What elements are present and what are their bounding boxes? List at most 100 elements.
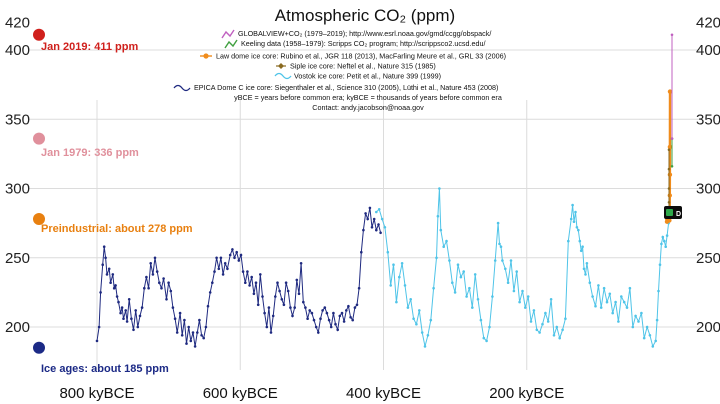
- data-point: [476, 298, 480, 301]
- data-point: [187, 325, 190, 329]
- legend-swatch-globalview: [221, 29, 235, 39]
- annotation-marker: [33, 132, 45, 145]
- data-point: [132, 328, 135, 332]
- data-point: [302, 300, 305, 304]
- data-point: [585, 262, 589, 265]
- data-point: [423, 345, 427, 348]
- x-tick-label: 200 kyBCE: [489, 385, 564, 402]
- data-point: [211, 281, 214, 285]
- data-point: [317, 331, 320, 334]
- data-point: [342, 320, 346, 323]
- data-point: [667, 144, 673, 150]
- data-point: [482, 336, 486, 340]
- data-point: [221, 273, 225, 276]
- data-point: [312, 318, 316, 322]
- data-point: [667, 218, 672, 223]
- data-point: [375, 210, 378, 214]
- data-point: [515, 270, 518, 273]
- data-point: [465, 295, 468, 298]
- data-point: [379, 231, 382, 235]
- data-point: [254, 281, 258, 285]
- data-point: [541, 322, 544, 326]
- tick-labels: 200 200 250 250 300 300 350 350 400 400 420 420 800 …: [5, 14, 720, 402]
- data-point: [442, 245, 446, 248]
- data-point: [185, 342, 188, 345]
- data-point: [297, 292, 301, 296]
- legend-swatch-epica: [173, 84, 191, 92]
- data-point: [667, 187, 671, 190]
- data-point: [334, 322, 337, 326]
- series-line: [375, 188, 670, 348]
- y-tick-label-right: 300: [696, 181, 720, 198]
- data-point: [239, 253, 243, 257]
- data-point: [122, 317, 125, 321]
- data-point: [406, 306, 410, 309]
- data-point: [265, 325, 269, 329]
- data-point: [202, 336, 205, 340]
- data-point: [284, 281, 288, 285]
- data-point: [420, 331, 424, 334]
- x-tick-label: 400 kyBCE: [346, 385, 421, 402]
- data-point: [667, 148, 671, 151]
- series-0: [95, 206, 382, 348]
- data-point: [286, 289, 290, 293]
- data-point: [383, 226, 387, 229]
- data-point: [250, 275, 253, 279]
- data-point: [651, 345, 655, 348]
- data-point: [252, 292, 256, 296]
- data-point: [658, 263, 662, 267]
- legend-text-siple: Siple ice core: Neftel et al., Nature 31…: [290, 62, 436, 71]
- data-point: [325, 311, 329, 315]
- data-point: [605, 300, 609, 304]
- data-point: [196, 331, 199, 334]
- data-point: [278, 289, 281, 293]
- data-point: [459, 275, 463, 279]
- y-tick-label-left: 300: [5, 181, 30, 198]
- legend-item-keeling: Keeling data (1958–1979): Scripps CO₂ pr…: [224, 39, 486, 49]
- data-point: [319, 317, 322, 321]
- data-point: [392, 263, 395, 267]
- data-point: [158, 281, 161, 285]
- data-point: [183, 318, 186, 322]
- data-point: [261, 295, 264, 298]
- data-point: [370, 226, 374, 229]
- data-point: [409, 298, 413, 301]
- data-point: [353, 306, 357, 309]
- data-point: [169, 289, 173, 293]
- data-point: [219, 256, 223, 260]
- data-point: [105, 273, 109, 276]
- annotation-label: Ice ages: about 185 ppm: [41, 363, 169, 375]
- data-point: [634, 314, 637, 318]
- data-point: [119, 311, 122, 315]
- legend-item-siple: Siple ice core: Neftel et al., Nature 31…: [276, 62, 436, 71]
- data-point: [648, 334, 652, 337]
- data-point: [637, 320, 640, 323]
- data-point: [642, 336, 646, 340]
- data-point: [263, 311, 266, 315]
- data-point: [506, 281, 510, 285]
- data-point: [276, 281, 279, 285]
- legend-swatch-vostok: [274, 72, 292, 80]
- data-point: [380, 217, 384, 221]
- data-point: [655, 318, 659, 322]
- data-point: [386, 250, 390, 254]
- series-line: [96, 207, 382, 347]
- data-point: [289, 306, 292, 309]
- data-point: [347, 304, 350, 308]
- data-point: [451, 281, 454, 285]
- data-point: [532, 309, 536, 312]
- data-point: [204, 325, 208, 329]
- data-point: [99, 291, 102, 294]
- data-point: [295, 278, 299, 282]
- data-point: [509, 259, 513, 262]
- data-point: [439, 228, 443, 232]
- data-point: [546, 320, 550, 323]
- data-point: [145, 275, 148, 279]
- data-point: [564, 317, 567, 321]
- data-point: [291, 314, 294, 318]
- data-point: [153, 256, 157, 260]
- chart-title: Atmospheric CO₂ (ppm): [275, 6, 455, 25]
- data-point: [400, 262, 404, 265]
- data-point: [670, 33, 674, 37]
